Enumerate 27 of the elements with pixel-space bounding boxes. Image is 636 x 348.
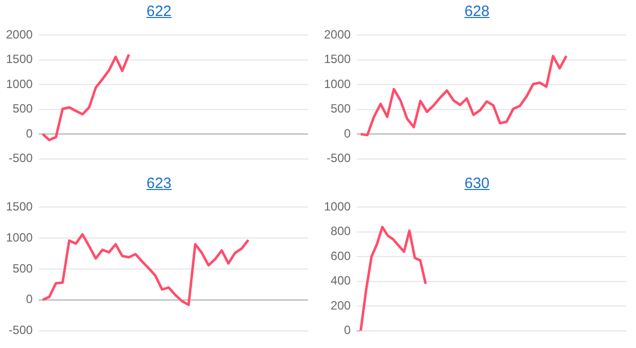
y-tick-label: 1500 [6, 52, 34, 66]
y-tick-label: 1000 [6, 230, 34, 244]
chart-title: 622 [145, 2, 173, 22]
y-tick-label: 400 [330, 274, 352, 288]
y-tick-label: 600 [330, 248, 352, 263]
y-tick-label: 0 [26, 126, 34, 140]
chart-title: 630 [463, 174, 491, 194]
y-tick-label: 500 [12, 261, 34, 276]
y-tick-label: 500 [12, 102, 34, 116]
y-tick-label: 200 [330, 298, 352, 312]
y-tick-label: 0 [26, 292, 34, 306]
y-tick-label: 500 [330, 102, 352, 116]
y-tick-label: 1000 [6, 76, 34, 91]
y-tick-label: 0 [344, 126, 352, 140]
y-tick-label: 1000 [324, 200, 352, 214]
y-tick-label: 0 [344, 323, 352, 338]
y-tick-label: -500 [8, 151, 34, 166]
y-tick-label: 2000 [324, 28, 352, 42]
y-tick-label: 1500 [6, 200, 34, 214]
y-tick-label: 2000 [6, 28, 34, 42]
chart-title: 623 [145, 174, 173, 194]
y-tick-label: -500 [8, 323, 34, 338]
y-tick-label: -500 [326, 151, 352, 166]
chart-title: 628 [463, 2, 491, 22]
y-tick-label: 800 [330, 224, 352, 238]
y-tick-label: 1000 [324, 76, 352, 91]
y-tick-label: 1500 [324, 52, 352, 66]
